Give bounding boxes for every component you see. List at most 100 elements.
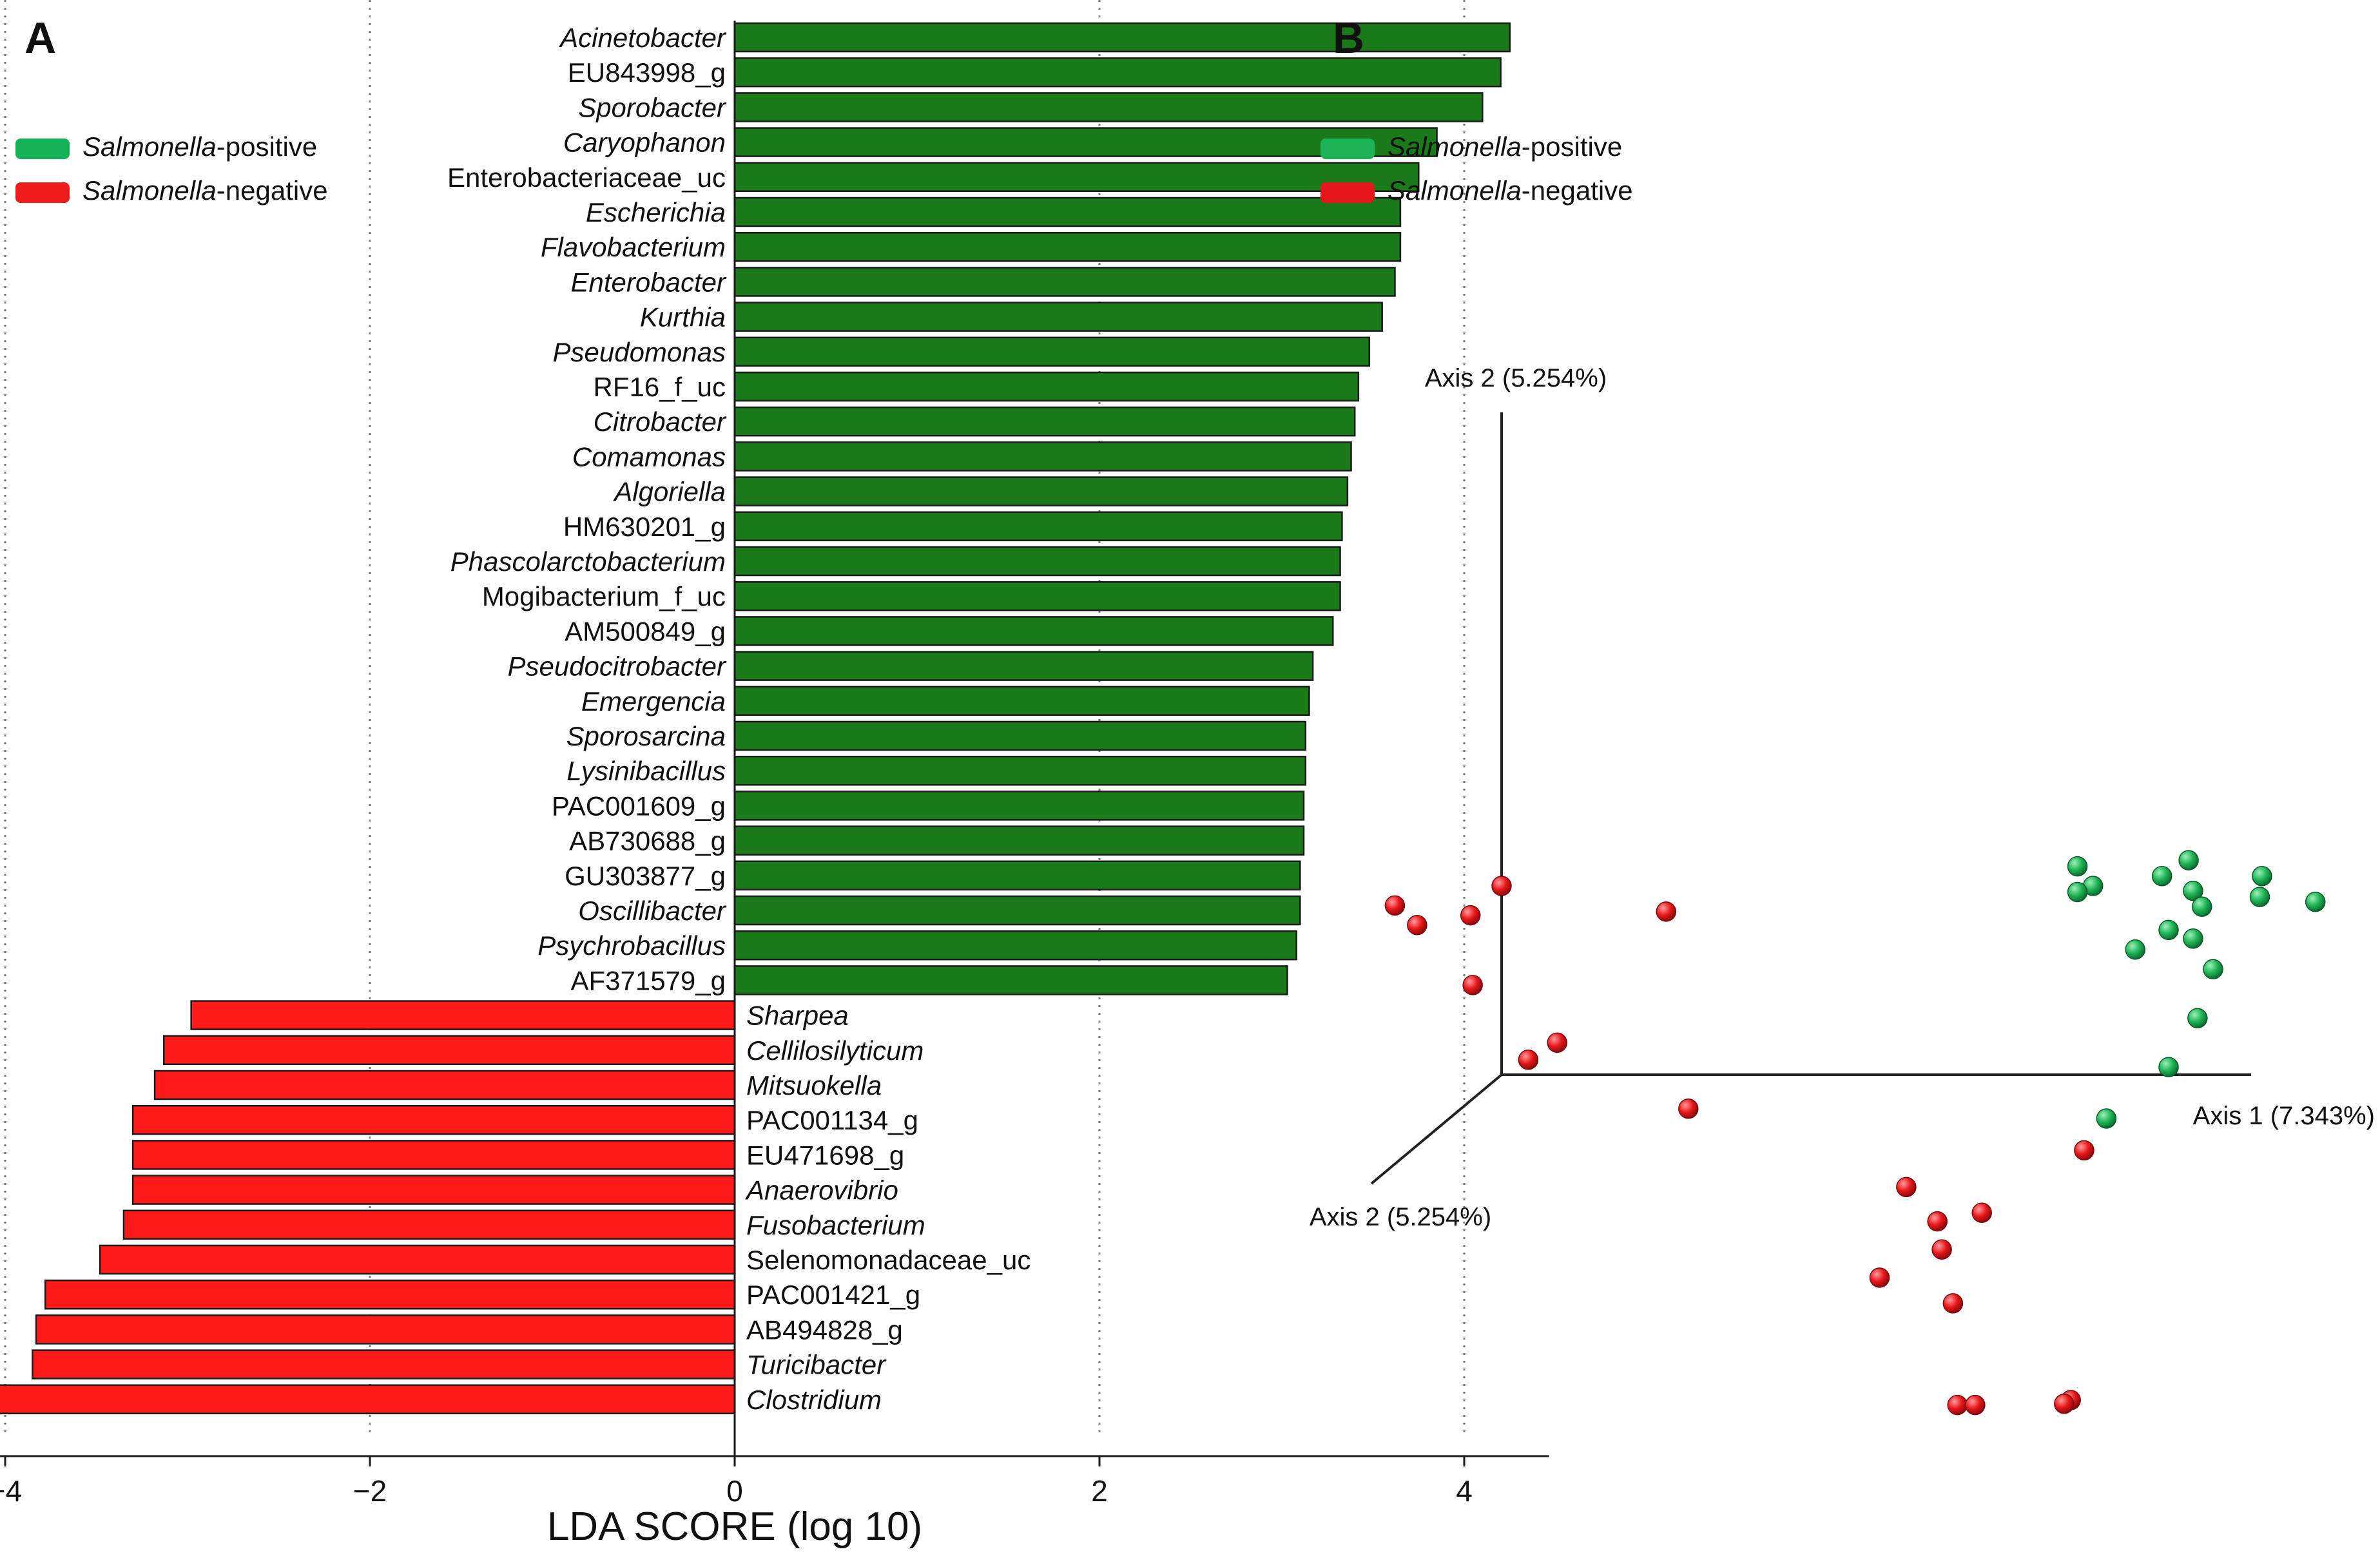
bar-label: Clostridium: [746, 1385, 882, 1415]
bar: [733, 860, 1301, 891]
point-negative: [1931, 1239, 1952, 1260]
bar-label: PAC001609_g: [552, 791, 726, 821]
point-negative: [1491, 876, 1512, 896]
axis2-depth-label: Axis 2 (5.254%): [1310, 1203, 1491, 1231]
bar: [190, 1000, 736, 1030]
bar-label: Sporobacter: [578, 92, 727, 122]
point-positive: [2158, 1057, 2179, 1077]
bar-label: Acinetobacter: [558, 23, 727, 53]
bar: [733, 755, 1307, 786]
legend-swatch-positive: [15, 139, 70, 159]
legend-label-positive: Salmonella-positive: [82, 131, 317, 162]
legend-swatch-positive-b: [1321, 139, 1375, 159]
bar: [122, 1209, 736, 1240]
point-positive: [2252, 866, 2272, 887]
legend-swatch-negative-b: [1321, 182, 1375, 203]
panel-label-b: B: [1333, 14, 1364, 62]
bar-label: Lysinibacillus: [566, 756, 726, 786]
bar-label: PAC001134_g: [746, 1105, 918, 1135]
bar: [733, 895, 1301, 926]
bar-label: Kurthia: [640, 302, 726, 332]
point-positive: [2067, 856, 2088, 877]
bar: [99, 1244, 736, 1275]
bar: [733, 930, 1297, 961]
point-negative: [1971, 1202, 1992, 1224]
bar-label: EU843998_g: [568, 57, 726, 88]
point-negative: [1384, 895, 1406, 916]
point-negative: [1518, 1050, 1539, 1070]
bar-label: Enterobacter: [571, 267, 727, 297]
bar: [733, 825, 1305, 856]
point-positive: [2203, 959, 2223, 979]
point-positive: [2151, 866, 2172, 887]
bar: [733, 965, 1288, 995]
point-negative: [1407, 915, 1427, 936]
bar-label: GU303877_g: [565, 861, 726, 891]
point-positive: [2249, 887, 2270, 907]
bar-label: PAC001421_g: [746, 1280, 920, 1310]
point-positive: [2183, 880, 2203, 901]
legend-label-negative: Salmonella-negative: [82, 175, 328, 206]
x-tick-label: −4: [0, 1474, 22, 1508]
bar: [733, 720, 1307, 751]
bar: [733, 546, 1341, 577]
point-positive: [2305, 891, 2326, 912]
legend-a: Salmonella-positive Salmonella-negative: [15, 131, 328, 206]
bar: [733, 267, 1396, 297]
x-tick-label: −2: [353, 1474, 387, 1508]
x-axis-title: LDA SCORE (log 10): [547, 1504, 922, 1549]
point-negative: [1656, 901, 1677, 922]
bar-label: Anaerovibrio: [744, 1175, 898, 1205]
legend-label-negative-b: Salmonella-negative: [1388, 175, 1633, 206]
panel-label-a: A: [24, 14, 56, 62]
legend-b: Salmonella-positive Salmonella-negative: [1321, 131, 1633, 206]
bar: [131, 1175, 736, 1205]
bar-label: Sporosarcina: [566, 721, 726, 751]
point-negative: [1896, 1177, 1917, 1198]
x-tick-label: 4: [1456, 1474, 1473, 1508]
point-negative: [1927, 1211, 1948, 1232]
pcoa-scatter-panel: B Salmonella-positive Salmonella-negativ…: [1310, 14, 2375, 1416]
point-negative: [1869, 1267, 1890, 1288]
point-negative: [1462, 975, 1483, 995]
point-positive: [2125, 939, 2145, 960]
bar: [733, 302, 1383, 332]
axis3-depth-line: [1370, 1073, 1503, 1185]
bar-label: Selenomonadaceae_uc: [746, 1245, 1030, 1275]
bar: [733, 127, 1438, 157]
bar-label: RF16_f_uc: [594, 372, 726, 402]
legend-swatch-negative: [15, 182, 70, 203]
bar: [733, 441, 1352, 472]
bar-label: Sharpea: [746, 1001, 849, 1031]
x-tick-label: 0: [726, 1474, 743, 1508]
x-axis: −4 −2 0 2 4: [0, 21, 1549, 1508]
bar-label: Oscillibacter: [578, 896, 727, 926]
bar: [733, 686, 1310, 716]
axis1-right-label: Axis 1 (7.343%): [2193, 1102, 2375, 1130]
bar: [733, 22, 1511, 53]
bar: [733, 162, 1420, 193]
legend-label-positive-b: Salmonella-positive: [1388, 131, 1622, 162]
bar: [733, 791, 1305, 821]
3d-axes: Axis 2 (5.254%) Axis 1 (7.343%) Axis 2 (…: [1310, 364, 2375, 1231]
bar: [733, 336, 1371, 367]
bar: [733, 511, 1343, 542]
bar-label: EU471698_g: [746, 1140, 904, 1170]
bar-label: Pseudocitrobacter: [507, 651, 727, 682]
point-positive: [2187, 1008, 2208, 1028]
lda-bar-chart-panel: A Salmonella-positive Salmonella-negativ…: [0, 0, 1549, 1549]
bar: [162, 1035, 736, 1066]
bar-label: AB730688_g: [569, 826, 726, 856]
bar: [733, 476, 1349, 506]
bar-label: Mogibacterium_f_uc: [482, 581, 726, 611]
bar-label: Comamonas: [572, 441, 726, 472]
point-positive: [2178, 850, 2199, 870]
bar: [733, 197, 1402, 227]
point-negative: [1460, 905, 1481, 926]
scatter-points: [1384, 850, 2326, 1416]
bar: [44, 1279, 736, 1310]
bar-label: Enterobacteriaceae_uc: [447, 162, 726, 193]
bar: [733, 581, 1341, 611]
x-tick-label: 2: [1091, 1474, 1108, 1508]
point-positive: [2067, 881, 2088, 903]
